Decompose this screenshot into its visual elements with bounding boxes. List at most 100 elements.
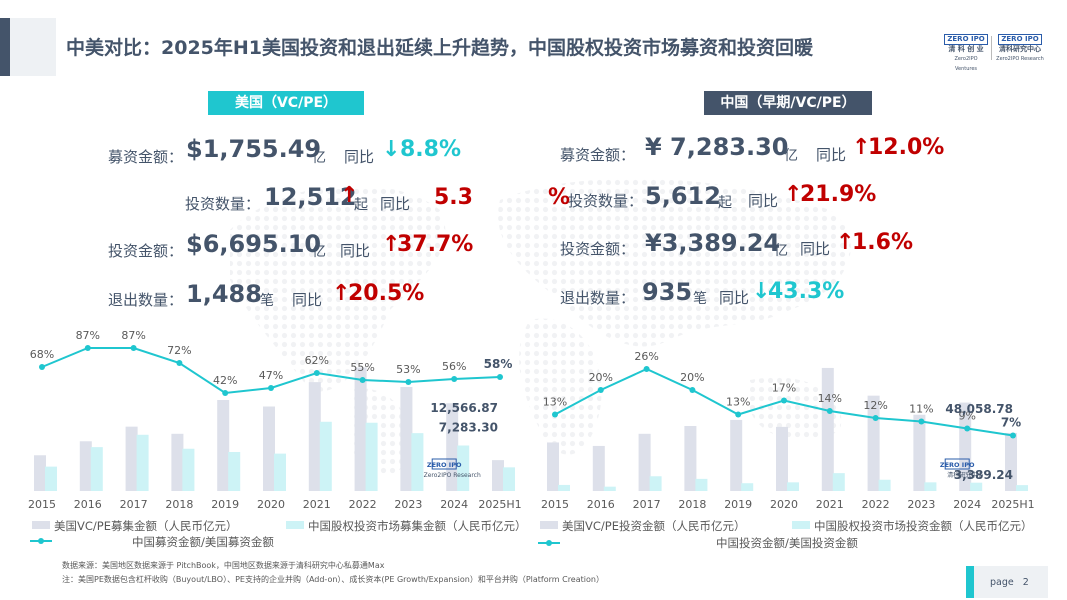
ratio-data-label: 20% [680, 371, 704, 384]
bar-cn-2023 [924, 482, 937, 491]
x-tick-label: 2020 [257, 498, 285, 511]
world-map-background [230, 178, 851, 477]
stat-yoy-value: 8.8% [400, 137, 462, 162]
watermark-mark: ZERO IPO [940, 461, 975, 469]
bar-us-2017 [638, 433, 651, 491]
stat-unit: 亿 [784, 148, 798, 164]
watermark-text: 清科研究中心 [947, 471, 983, 479]
ratio-data-label: 72% [167, 344, 191, 357]
ratio-point-2020 [781, 397, 787, 404]
stat-label: 募资金额： [560, 146, 636, 164]
ratio-point-2020 [268, 385, 274, 391]
bar-us-2022 [354, 367, 367, 491]
x-tick-label: 2018 [678, 498, 706, 511]
bar-cn-2019 [228, 452, 241, 491]
x-tick-label: 2021 [816, 498, 844, 511]
stat-value: 1,488 [186, 280, 262, 308]
bar-cn-2022 [878, 479, 891, 491]
ratio-data-label: 68% [30, 348, 54, 361]
legend-label: 中国股权投资市场募集金额（人民币亿元） [308, 519, 527, 533]
stat-yoy-label: 同比 [719, 289, 750, 307]
x-tick-label: 2023 [394, 498, 422, 511]
ratio-point-2017 [643, 366, 650, 372]
ratio-point-2015 [552, 411, 558, 418]
bar-cn-2025H1 [1016, 485, 1028, 491]
ratio-data-label: 9% [958, 410, 975, 423]
bar-cn-2018 [695, 478, 708, 491]
stat-value: ¥ 7,283.30 [645, 133, 789, 161]
ratio-data-label: 53% [396, 363, 420, 376]
ratio-data-label: 87% [121, 329, 145, 342]
ratio-point-2023 [918, 418, 925, 425]
stat-unit: 亿 [774, 243, 788, 259]
ratio-data-label: 17% [772, 382, 796, 395]
bar-cn-2021 [319, 421, 332, 491]
stat-unit: 笔 [260, 293, 274, 309]
bar-cn-2020 [787, 482, 799, 491]
x-tick-label: 2024 [953, 498, 981, 511]
bar-us-2023 [400, 387, 413, 491]
bar-cn-2022 [365, 422, 378, 491]
arrow-up-icon: ↑ [340, 183, 359, 208]
bar-cn-2018 [182, 448, 195, 491]
stat-unit: 亿 [312, 244, 326, 260]
arrow-up-icon: ↑ [836, 230, 855, 255]
stat-yoy-value: 20.5% [348, 281, 425, 306]
footnote: 注：美国PE数据包含杠杆收购（Buyout/LBO）、PE支持的企业并购（Add… [62, 575, 604, 584]
page-number-box [966, 566, 1048, 598]
bar-us-2019 [730, 419, 743, 491]
us-panel-tag: 美国（VC/PE） [208, 91, 364, 115]
logo-line2: Zero2IPO Research [996, 56, 1044, 62]
ratio-point-2019 [222, 390, 229, 396]
x-tick-label: 2019 [211, 498, 239, 511]
stat-yoy-value: 5.3 [434, 185, 473, 210]
ratio-point-2025H1 [1010, 432, 1016, 439]
ratio-data-label: 14% [818, 392, 842, 405]
legend-marker [38, 538, 44, 544]
x-tick-label: 2024 [440, 498, 468, 511]
stat-label: 募资金额： [108, 148, 184, 166]
stat-yoy-label: 同比 [380, 195, 411, 213]
ratio-point-2018 [176, 360, 183, 366]
ratio-point-2023 [405, 379, 412, 385]
bar-us-2016 [79, 441, 92, 491]
stat-yoy-label: 同比 [344, 148, 375, 166]
bar-us-2025H1 [1005, 432, 1017, 491]
page-number: page 2 [990, 577, 1029, 588]
bar-cn-2015 [558, 484, 570, 491]
legend-label: 中国投资金额/美国投资金额 [716, 536, 858, 550]
bar-cn-2019 [741, 483, 754, 491]
x-tick-label: 2017 [633, 498, 661, 511]
stat-unit: 亿 [312, 150, 326, 166]
stat-unit: 笔 [693, 291, 707, 307]
logo-line1: 清 科 创 业 [948, 45, 984, 53]
stat-yoy-value: 12.0% [868, 135, 945, 160]
x-tick-label: 2015 [28, 498, 56, 511]
stat-unit: 起 [354, 197, 368, 213]
stat-yoy-label: 同比 [816, 146, 847, 164]
arrow-up-icon: ↑ [784, 182, 803, 207]
stat-value: 935 [642, 278, 693, 306]
title-accent-bar [0, 18, 10, 76]
ratio-data-label: 56% [442, 360, 466, 373]
logo-line2: Zero2IPO Ventures [954, 56, 978, 72]
legend-swatch-cn-fundraising [286, 521, 304, 529]
bar-cn-2016 [603, 486, 616, 491]
ratio-point-2022 [359, 377, 366, 383]
bar-cn-2024 [970, 482, 983, 491]
ratio-point-2025H1 [497, 374, 503, 380]
ratio-data-label: 13% [726, 396, 750, 409]
arrow-down-icon: ↓ [382, 137, 401, 162]
legend-marker [546, 540, 552, 546]
bar-cn-2016 [90, 447, 103, 491]
zero2ipo-ventures-logo: ZERO IPO 清 科 创 业 Zero2IPO Ventures [944, 34, 988, 72]
ratio-data-label: 62% [305, 354, 329, 367]
x-tick-label: 2016 [587, 498, 615, 511]
bar-value-annotation: 12,566.87 [430, 401, 498, 415]
watermark-mark: ZERO IPO [427, 461, 462, 469]
x-tick-label: 2015 [541, 498, 569, 511]
x-tick-label: 2021 [303, 498, 331, 511]
page-label: page [990, 577, 1014, 588]
watermark-logo-icon [944, 458, 970, 470]
